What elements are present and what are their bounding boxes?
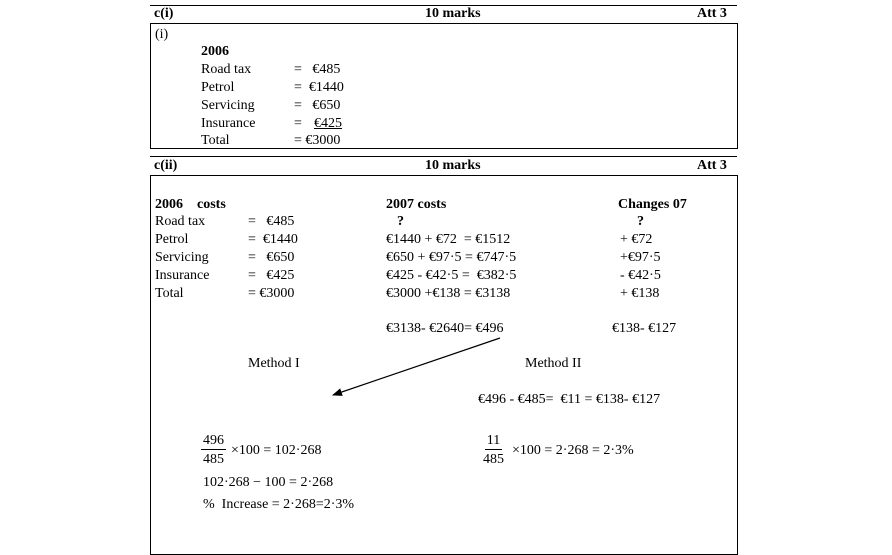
ci-header-label: c(i)	[154, 6, 174, 21]
cii-header-marks: 10 marks	[425, 158, 481, 173]
cii-header-att: Att 3	[697, 158, 727, 173]
fraction-496-over-485: 496 485	[201, 433, 226, 467]
cii-col1-value: = €485	[248, 214, 295, 229]
fraction-denominator: 485	[483, 452, 504, 467]
ci-row-value: €425	[314, 116, 342, 131]
cii-col3-row: + €138	[620, 286, 660, 301]
arrow-graphic	[332, 337, 501, 396]
cii-col1-label: Servicing	[155, 250, 209, 265]
fraction-numerator: 496	[201, 433, 226, 450]
cii-header-label: c(ii)	[154, 158, 178, 173]
fraction-denominator: 485	[203, 452, 224, 467]
cii-method-two-result: ×100 = 2·268 = 2·3%	[512, 443, 634, 458]
cii-method-two-line: €496 - €485= €11 = €138- €127	[478, 392, 661, 407]
cii-col3-row: - €42·5	[620, 268, 661, 283]
cii-method-one-result: ×100 = 102·268	[231, 443, 322, 458]
ci-row-label: Petrol	[201, 80, 235, 95]
cii-col1-label: Petrol	[155, 232, 189, 247]
cii-col1-label: Road tax	[155, 214, 206, 229]
cii-col1-value: = €425	[248, 268, 295, 283]
cii-col3-row: +€97·5	[620, 250, 661, 265]
cii-col3-question: ?	[637, 214, 644, 229]
ci-sub-label: (i)	[155, 27, 169, 42]
cii-col2-row: €425 - €42·5 = €382·5	[386, 268, 517, 283]
ci-header-att: Att 3	[697, 6, 727, 21]
cii-header-rule	[150, 156, 737, 175]
ci-row-value: = €485	[294, 62, 341, 77]
ci-row-value: = €650	[294, 98, 341, 113]
ci-answer-box	[150, 23, 738, 149]
cii-col3-row: + €72	[620, 232, 653, 247]
ci-header-rule	[150, 5, 737, 24]
cii-col3-header: Changes 07	[618, 197, 687, 212]
cii-col2-row: €1440 + €72 = €1512	[386, 232, 511, 247]
ci-header-marks: 10 marks	[425, 6, 481, 21]
cii-col1-value: = €650	[248, 250, 295, 265]
pointer-arrow	[332, 337, 501, 396]
ci-row-label: Insurance	[201, 116, 256, 131]
cii-col2-row: €3000 +€138 = €3138	[386, 286, 511, 301]
cii-col2-row: €650 + €97·5 = €747·5	[386, 250, 517, 265]
fraction-11-over-485: 11 485	[483, 433, 504, 467]
cii-difference-right: €138- €127	[612, 321, 677, 336]
cii-col1-value: = €3000	[248, 286, 295, 301]
cii-method-one-step: 102·268 − 100 = 2·268	[203, 475, 334, 490]
ci-row-label: Servicing	[201, 98, 255, 113]
cii-col1-label: Insurance	[155, 268, 210, 283]
ci-row-label: Road tax	[201, 62, 252, 77]
ci-year: 2006	[201, 44, 229, 59]
fraction-numerator: 11	[484, 433, 503, 450]
cii-col2-question: ?	[397, 214, 404, 229]
ci-row-value: = €1440	[294, 80, 344, 95]
cii-col2-header: 2007 costs	[386, 197, 447, 212]
cii-method-one-percent: % Increase = 2·268=2·3%	[203, 497, 355, 512]
ci-insurance-eq: =	[294, 116, 313, 131]
ci-row-label: Total	[201, 133, 230, 148]
cii-col1-value: = €1440	[248, 232, 298, 247]
ci-row-value: = €3000	[294, 133, 341, 148]
cii-col1-label: Total	[155, 286, 184, 301]
cii-difference-line: €3138- €2640= €496	[386, 321, 504, 336]
cii-method-one-title: Method I	[248, 356, 300, 371]
cii-col1-header: 2006 costs	[155, 197, 226, 212]
cii-method-two-title: Method II	[525, 356, 582, 371]
